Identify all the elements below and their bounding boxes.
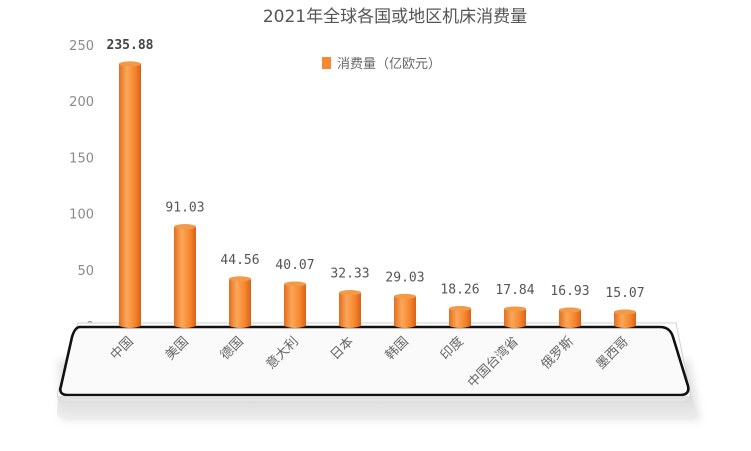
bar xyxy=(174,224,196,328)
floor-inner xyxy=(59,325,690,397)
bar-cap xyxy=(614,309,636,315)
bar-cap xyxy=(119,61,141,67)
y-tick-label: 50 xyxy=(77,264,94,279)
legend: 消费量（亿欧元） xyxy=(322,57,441,72)
value-label: 235.88 xyxy=(107,38,154,53)
legend-label: 消费量（亿欧元） xyxy=(337,57,441,72)
bar xyxy=(504,306,526,328)
value-labels: 235.88 91.03 44.56 40.07 32.33 29.03 18.26 17.8… xyxy=(107,38,645,301)
bar xyxy=(229,276,251,328)
bar-body xyxy=(339,290,361,328)
value-label: 32.33 xyxy=(330,267,369,282)
bar-cap xyxy=(394,293,416,299)
bar-body xyxy=(449,305,471,328)
y-tick-label: 100 xyxy=(69,208,94,223)
legend-swatch xyxy=(322,57,331,69)
value-label: 16.93 xyxy=(550,284,589,299)
value-label: 17.84 xyxy=(495,283,534,298)
bars xyxy=(119,61,636,328)
value-label: 29.03 xyxy=(385,270,424,285)
chart-title: 2021年全球各国或地区机床消费量 xyxy=(263,7,527,27)
bar-cap xyxy=(559,307,581,313)
y-tick-label: 150 xyxy=(69,151,94,166)
bar-body xyxy=(119,61,141,328)
value-label: 91.03 xyxy=(165,201,204,216)
bar-body xyxy=(229,276,251,328)
bar-body xyxy=(559,307,581,328)
bar-body xyxy=(284,281,306,328)
plot-floor xyxy=(56,322,700,420)
bar-cap xyxy=(449,305,471,311)
bar xyxy=(119,61,141,328)
bar-body xyxy=(504,306,526,328)
bar xyxy=(284,281,306,328)
floor-base xyxy=(56,396,694,418)
y-tick-label: 250 xyxy=(69,39,94,54)
value-label: 40.07 xyxy=(275,258,314,273)
bar xyxy=(559,307,581,328)
bar-cap xyxy=(284,281,306,287)
bar-body xyxy=(394,293,416,328)
value-label: 44.56 xyxy=(220,253,259,268)
value-label: 18.26 xyxy=(440,282,479,297)
y-axis: 050100150200250 xyxy=(69,39,94,335)
bar xyxy=(614,309,636,328)
bar xyxy=(394,293,416,328)
bar-cap xyxy=(339,290,361,296)
bar xyxy=(449,305,471,328)
bar-cap xyxy=(174,224,196,230)
y-tick-label: 200 xyxy=(69,95,94,110)
bar-body xyxy=(174,224,196,328)
bar-cap xyxy=(229,276,251,282)
bar xyxy=(339,290,361,328)
value-label: 15.07 xyxy=(605,286,644,301)
bar-cap xyxy=(504,306,526,312)
